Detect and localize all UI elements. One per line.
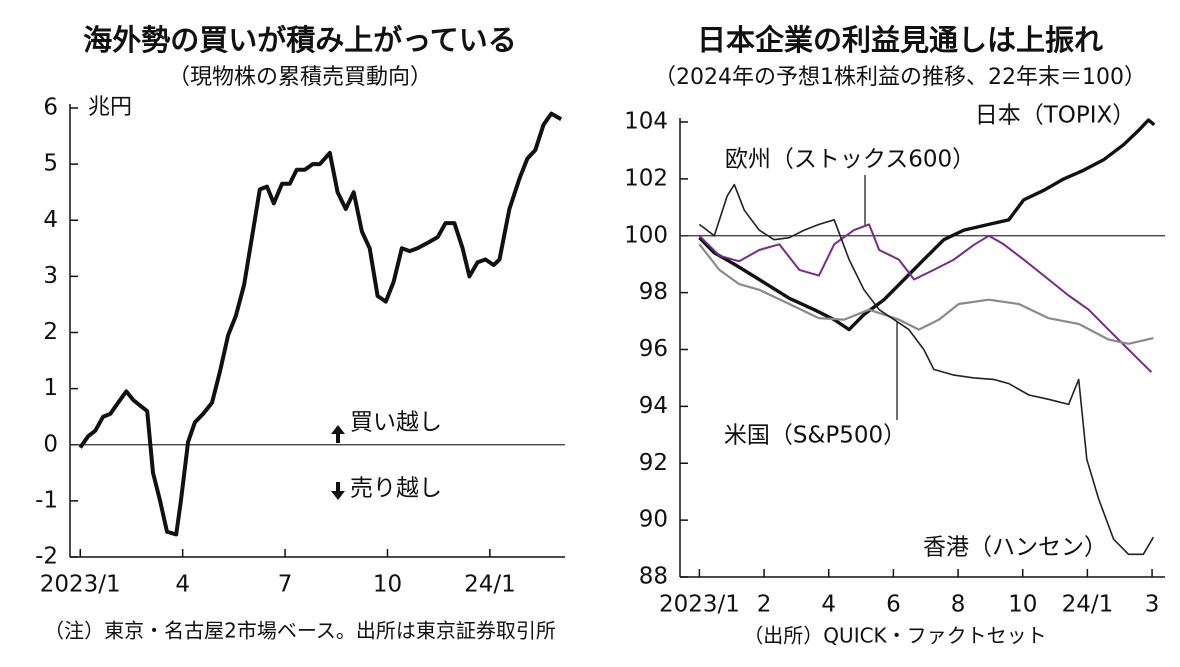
x-tick-label: 6 — [886, 592, 901, 618]
footnote: （注）東京・名古屋2市場ベース。出所は東京証券取引所 — [44, 619, 556, 643]
series-label: 欧州（ストックス600） — [725, 147, 975, 173]
x-tick-label: 2 — [757, 592, 772, 618]
series-line — [698, 183, 1155, 556]
y-tick-label: 90 — [639, 507, 668, 533]
x-tick-label: 4 — [175, 572, 190, 598]
y-tick-label: 100 — [624, 222, 668, 248]
annotation: 買い越し — [350, 410, 442, 436]
x-tick-label: 3 — [1145, 592, 1160, 618]
y-tick-label: 5 — [43, 151, 58, 177]
x-tick-label: 8 — [951, 592, 966, 618]
x-tick-label: 2023/1 — [659, 592, 740, 618]
y-tick-label: 1 — [43, 375, 58, 401]
series-label: 香港（ハンセン） — [923, 535, 1107, 561]
chart-subtitle: （2024年の予想1株利益の推移、22年末＝100） — [654, 65, 1146, 90]
chart-title: 日本企業の利益見通しは上振れ — [697, 23, 1103, 57]
y-tick-label: 2 — [43, 319, 58, 345]
x-tick-label: 24/1 — [464, 572, 516, 598]
y-tick-label: 98 — [639, 279, 668, 305]
series-line — [698, 243, 1154, 345]
y-tick-label: 96 — [639, 336, 668, 362]
y-tick-label: -1 — [35, 487, 58, 513]
chart-subtitle: （現物株の累積売買動向） — [168, 65, 432, 90]
x-tick-label: 10 — [1008, 592, 1037, 618]
series-line — [698, 118, 1156, 332]
chart-title: 海外勢の買いが積み上がっている — [83, 23, 517, 57]
y-axis-label: 兆円 — [88, 95, 132, 120]
up-arrow — [331, 425, 345, 443]
y-tick-label: 4 — [43, 207, 58, 233]
x-tick-label: 7 — [278, 572, 293, 598]
y-tick-label: 92 — [639, 450, 668, 476]
series-line — [78, 111, 563, 537]
y-tick-label: 104 — [624, 109, 668, 135]
annotation: 売り越し — [350, 476, 442, 502]
y-tick-label: 94 — [639, 393, 668, 419]
y-tick-label: -2 — [35, 544, 58, 570]
y-tick-label: 0 — [43, 431, 58, 457]
y-tick-label: 102 — [624, 165, 668, 191]
y-tick-label: 6 — [43, 95, 58, 121]
series-line — [698, 223, 1153, 373]
series-label: 米国（S&P500） — [724, 423, 906, 449]
x-tick-label: 4 — [821, 592, 836, 618]
y-tick-label: 88 — [639, 564, 668, 590]
x-tick-label: 24/1 — [1062, 592, 1114, 618]
source: （出所）QUICK・ファクトセット — [743, 624, 1046, 648]
series-label: 日本（TOPIX） — [975, 103, 1136, 129]
x-tick-label: 10 — [373, 572, 402, 598]
down-arrow — [331, 482, 345, 500]
y-tick-label: 3 — [43, 263, 58, 289]
x-tick-label: 2023/1 — [40, 572, 121, 598]
